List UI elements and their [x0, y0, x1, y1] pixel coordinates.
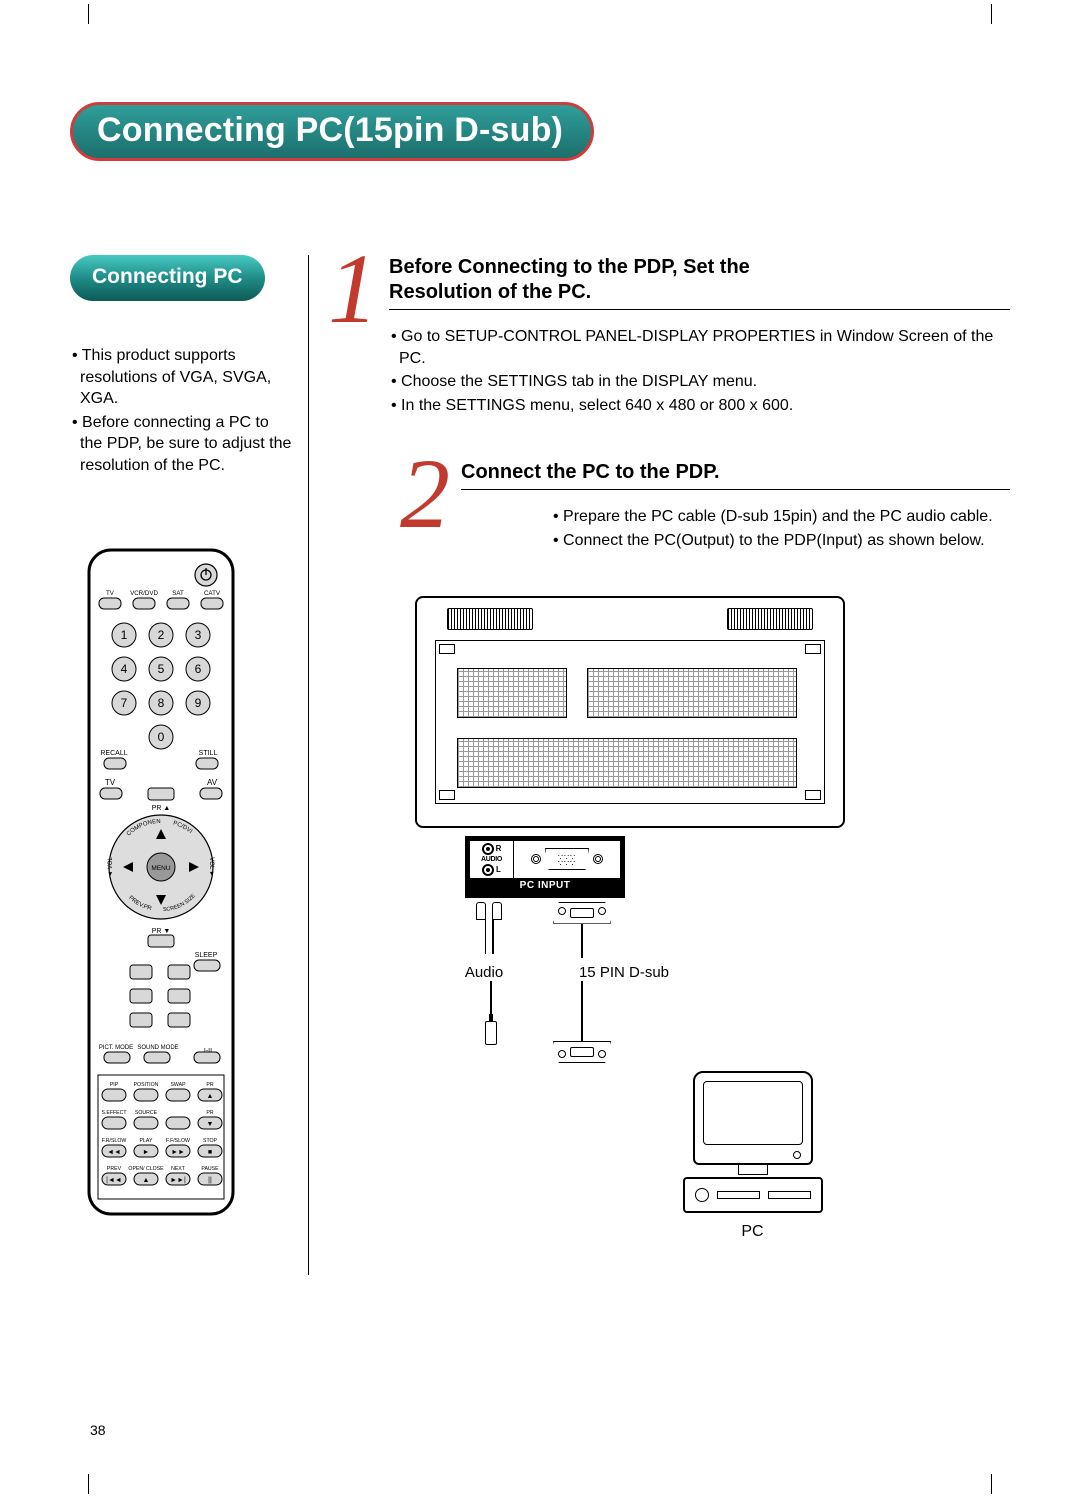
- svg-text:8: 8: [158, 696, 165, 710]
- svg-text:VCR/DVD: VCR/DVD: [130, 590, 158, 597]
- audio-port-label: AUDIO: [481, 856, 502, 863]
- step-title: Connect the PC to the PDP.: [461, 460, 1010, 490]
- svg-text:CATV: CATV: [204, 590, 221, 597]
- manual-page: Connecting PC(15pin D-sub) Connecting PC…: [0, 0, 1080, 1498]
- svg-text:PICT. MODE: PICT. MODE: [99, 1045, 133, 1051]
- column-divider: [308, 255, 309, 1275]
- svg-text:OPEN/ CLOSE: OPEN/ CLOSE: [128, 1166, 164, 1172]
- svg-text:TV: TV: [105, 778, 116, 787]
- pc-label: PC: [741, 1223, 763, 1241]
- svg-text:||: ||: [208, 1177, 212, 1184]
- svg-text:|◄◄: |◄◄: [106, 1177, 122, 1184]
- svg-text:PAUSE: PAUSE: [201, 1166, 219, 1172]
- notes-list: This product supports resolutions of VGA…: [70, 345, 294, 477]
- svg-text:PR ▲: PR ▲: [152, 805, 171, 812]
- note-item: This product supports resolutions of VGA…: [72, 345, 294, 410]
- svg-text:SAT: SAT: [172, 590, 184, 597]
- svg-text:◄ VOL: ◄ VOL: [108, 856, 114, 876]
- step-item: Choose the SETTINGS tab in the DISPLAY m…: [391, 371, 1010, 393]
- svg-text:SOUND MODE: SOUND MODE: [137, 1045, 178, 1051]
- svg-text:7: 7: [121, 696, 128, 710]
- step-2: 2 Connect the PC to the PDP. Prepare the…: [397, 460, 1010, 567]
- svg-text:MENU: MENU: [151, 865, 170, 872]
- svg-text:STOP: STOP: [203, 1138, 218, 1144]
- svg-text:PR: PR: [206, 1110, 213, 1116]
- step-1-list: Go to SETUP-CONTROL PANEL-DISPLAY PROPER…: [389, 326, 1010, 416]
- svg-text:AV: AV: [207, 778, 218, 787]
- audio-r-label: R: [496, 844, 502, 853]
- left-column: Connecting PC This product supports reso…: [70, 255, 294, 1275]
- step-number: 1: [325, 249, 381, 432]
- step-title-line2: Resolution of the PC.: [389, 281, 591, 303]
- step-2-list: Prepare the PC cable (D-sub 15pin) and t…: [551, 506, 1010, 551]
- dsub-cable-label: 15 PIN D-sub: [539, 964, 709, 981]
- step-item: In the SETTINGS menu, select 640 x 480 o…: [391, 395, 1010, 417]
- pc-input-ports: R AUDIO L ∴∴∴∴∴∴ PC I: [465, 836, 625, 898]
- svg-text:0: 0: [158, 730, 165, 744]
- section-pill: Connecting PC: [70, 255, 265, 301]
- svg-text:PIP: PIP: [110, 1082, 119, 1088]
- svg-text:VOL ►: VOL ►: [208, 857, 214, 876]
- svg-text:9: 9: [195, 696, 202, 710]
- svg-text:RECALL: RECALL: [100, 750, 127, 757]
- svg-text:4: 4: [121, 662, 128, 676]
- svg-text:SLEEP: SLEEP: [195, 952, 218, 959]
- svg-text:1: 1: [121, 628, 128, 642]
- svg-text:NEXT: NEXT: [171, 1166, 186, 1172]
- page-number: 38: [90, 1422, 106, 1438]
- remote-control-illustration: TV VCR/DVD SAT CATV 1 2 3 4 5 6 7 8 9 0 RECALL STILL…: [86, 547, 236, 1222]
- pdp-rear-panel: [415, 596, 845, 828]
- svg-text:POSITION: POSITION: [134, 1082, 159, 1088]
- svg-text:F.F/SLOW: F.F/SLOW: [166, 1138, 190, 1144]
- svg-text:6: 6: [195, 662, 202, 676]
- svg-text:SWAP: SWAP: [170, 1082, 186, 1088]
- svg-text:TV: TV: [106, 590, 115, 597]
- svg-text:▲: ▲: [207, 1093, 214, 1100]
- step-title: Before Connecting to the PDP, Set the Re…: [389, 255, 1010, 310]
- svg-text:PR: PR: [206, 1082, 213, 1088]
- svg-text:▲: ▲: [143, 1177, 150, 1184]
- crop-marks: [0, 4, 1080, 24]
- pc-illustration: PC: [495, 1071, 1010, 1241]
- connection-diagram: R AUDIO L ∴∴∴∴∴∴ PC I: [415, 596, 1010, 1241]
- step-1: 1 Before Connecting to the PDP, Set the …: [325, 255, 1010, 432]
- audio-l-label: L: [496, 865, 501, 874]
- svg-text:►►: ►►: [171, 1149, 185, 1156]
- pc-input-label: PC INPUT: [470, 878, 620, 893]
- step-title-line1: Before Connecting to the PDP, Set the: [389, 256, 750, 278]
- svg-text:SOURCE: SOURCE: [135, 1110, 158, 1116]
- svg-text:3: 3: [195, 628, 202, 642]
- svg-text:PREV: PREV: [107, 1166, 122, 1172]
- svg-text:PLAY: PLAY: [140, 1138, 153, 1144]
- svg-text:►: ►: [143, 1149, 150, 1156]
- svg-text:◄◄: ◄◄: [107, 1149, 121, 1156]
- note-item: Before connecting a PC to the PDP, be su…: [72, 412, 294, 477]
- svg-text:S.EFFECT: S.EFFECT: [101, 1110, 127, 1116]
- step-number: 2: [397, 454, 453, 567]
- svg-text:STILL: STILL: [199, 750, 218, 757]
- step-item: Connect the PC(Output) to the PDP(Input)…: [553, 530, 1010, 552]
- svg-text:■: ■: [208, 1149, 212, 1156]
- step-item: Go to SETUP-CONTROL PANEL-DISPLAY PROPER…: [391, 326, 1010, 369]
- audio-cable-label: Audio: [429, 964, 539, 981]
- svg-text:2: 2: [158, 628, 165, 642]
- svg-text:PR ▼: PR ▼: [152, 928, 171, 935]
- svg-text:F.R/SLOW: F.R/SLOW: [102, 1138, 127, 1144]
- svg-text:▼: ▼: [207, 1121, 214, 1128]
- cable-labels: Audio 15 PIN D-sub: [429, 964, 709, 981]
- svg-text:►►|: ►►|: [170, 1177, 186, 1184]
- svg-text:5: 5: [158, 662, 165, 676]
- crop-marks: [0, 1474, 1080, 1494]
- right-column: 1 Before Connecting to the PDP, Set the …: [323, 255, 1010, 1275]
- step-item: Prepare the PC cable (D-sub 15pin) and t…: [553, 506, 1010, 528]
- page-title-pill: Connecting PC(15pin D-sub): [70, 102, 594, 161]
